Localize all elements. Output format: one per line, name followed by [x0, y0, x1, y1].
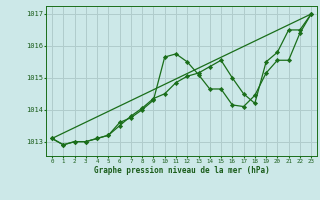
- X-axis label: Graphe pression niveau de la mer (hPa): Graphe pression niveau de la mer (hPa): [94, 166, 269, 175]
